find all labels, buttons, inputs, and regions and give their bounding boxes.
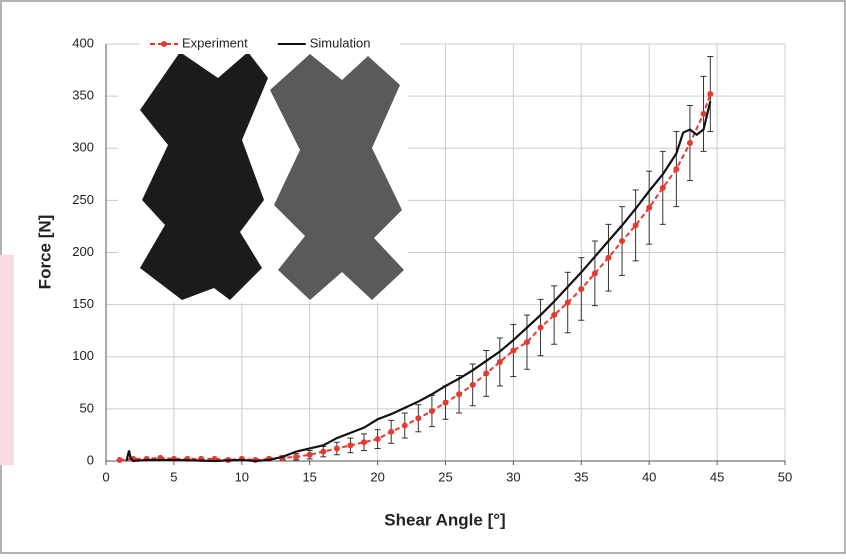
data-point bbox=[646, 204, 653, 211]
data-point bbox=[442, 399, 449, 406]
data-point bbox=[320, 448, 327, 455]
data-point bbox=[619, 238, 626, 245]
y-axis-title: Force [N] bbox=[35, 215, 54, 290]
x-tick-label: 25 bbox=[438, 469, 452, 484]
y-tick-label: 350 bbox=[72, 88, 94, 103]
data-point bbox=[707, 91, 714, 98]
y-tick-label: 200 bbox=[72, 244, 94, 259]
data-point bbox=[347, 442, 354, 449]
y-tick-label: 300 bbox=[72, 140, 94, 155]
data-point bbox=[361, 439, 368, 446]
data-point bbox=[551, 312, 558, 319]
data-point bbox=[293, 453, 300, 460]
data-point bbox=[700, 110, 707, 117]
x-tick-label: 0 bbox=[102, 469, 109, 484]
side-tab bbox=[0, 255, 14, 465]
data-point bbox=[591, 270, 598, 277]
specimen-photo bbox=[140, 52, 268, 300]
x-tick-label: 20 bbox=[370, 469, 384, 484]
x-tick-label: 15 bbox=[302, 469, 316, 484]
legend-bg bbox=[140, 34, 400, 54]
series-line bbox=[125, 101, 712, 463]
x-tick-label: 10 bbox=[235, 469, 249, 484]
legend-label: Experiment bbox=[182, 35, 248, 50]
data-point bbox=[673, 166, 680, 173]
y-tick-label: 100 bbox=[72, 348, 94, 363]
x-tick-label: 40 bbox=[642, 469, 656, 484]
data-point bbox=[306, 451, 313, 458]
data-point bbox=[333, 445, 340, 452]
data-point bbox=[686, 140, 693, 147]
data-point bbox=[537, 324, 544, 331]
plot bbox=[116, 56, 714, 463]
data-point bbox=[523, 339, 530, 346]
data-point bbox=[632, 222, 639, 229]
data-point bbox=[483, 370, 490, 377]
data-point bbox=[456, 391, 463, 398]
legend: Experiment Simulation bbox=[140, 34, 400, 54]
data-point bbox=[564, 299, 571, 306]
x-tick-label: 45 bbox=[710, 469, 724, 484]
data-point bbox=[401, 422, 408, 429]
y-tick-label: 150 bbox=[72, 296, 94, 311]
data-point bbox=[605, 254, 612, 261]
data-point bbox=[510, 347, 517, 354]
y-tick-label: 250 bbox=[72, 192, 94, 207]
data-point bbox=[496, 358, 503, 365]
inset-image bbox=[118, 52, 408, 302]
data-point bbox=[374, 436, 381, 443]
specimen-simulation bbox=[270, 54, 404, 300]
data-point bbox=[428, 407, 435, 414]
x-axis-title: Shear Angle [°] bbox=[384, 510, 505, 529]
legend-label: Simulation bbox=[310, 35, 371, 50]
y-tick-label: 50 bbox=[80, 400, 94, 415]
data-point bbox=[116, 456, 123, 463]
data-point bbox=[659, 184, 666, 191]
data-point bbox=[578, 285, 585, 292]
legend-marker bbox=[161, 41, 167, 47]
data-point bbox=[469, 381, 476, 388]
x-tick-label: 35 bbox=[574, 469, 588, 484]
data-point bbox=[415, 415, 422, 422]
x-tick-label: 30 bbox=[506, 469, 520, 484]
data-point bbox=[388, 428, 395, 435]
x-tick-label: 50 bbox=[778, 469, 792, 484]
x-tick-label: 5 bbox=[170, 469, 177, 484]
grid: 0 5 10 15 20 25 30 35 40 45 50 0 50 100 150 200 250 300 35… bbox=[72, 35, 792, 484]
y-tick-label: 0 bbox=[87, 452, 94, 467]
y-tick-label: 400 bbox=[72, 35, 94, 50]
